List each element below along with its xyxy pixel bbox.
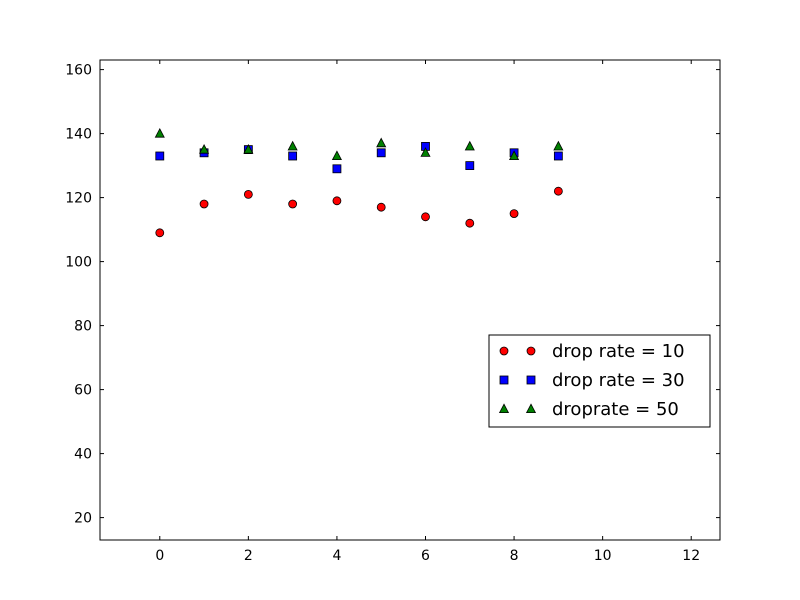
x-tick-label: 0 (155, 548, 164, 564)
data-point (199, 199, 209, 209)
data-point (154, 127, 165, 138)
legend-marker (526, 346, 536, 356)
legend-label: droprate = 50 (552, 399, 679, 420)
y-tick-label: 140 (65, 127, 92, 143)
legend-marker (499, 346, 509, 356)
data-point (553, 186, 563, 196)
ticks-layer: 0 2 4 6 8 10 12 20 40 60 80 100 120 140 160 (65, 60, 720, 564)
data-point (553, 140, 564, 151)
data-point (509, 209, 519, 219)
data-point (332, 164, 342, 174)
series-2 (155, 141, 563, 174)
data-point (376, 202, 386, 212)
data-point (465, 161, 475, 171)
data-point (288, 151, 298, 161)
x-tick-label: 4 (332, 548, 341, 564)
legend-entry: droprate = 50 (498, 399, 679, 420)
x-tick-label: 10 (594, 548, 612, 564)
marks-layer (154, 127, 564, 238)
x-tick-label: 8 (510, 548, 519, 564)
series-3 (154, 127, 564, 161)
data-point (420, 147, 431, 157)
data-point (243, 189, 253, 199)
x-tick-label: 6 (421, 548, 430, 564)
data-point (376, 148, 386, 158)
y-tick-label: 40 (74, 447, 92, 463)
legend-marker (498, 403, 510, 414)
data-point (287, 140, 298, 151)
data-point (376, 137, 387, 148)
data-point (509, 150, 520, 161)
data-point (464, 140, 475, 151)
y-tick-label: 80 (74, 319, 92, 335)
legend-marker (526, 375, 536, 385)
data-point (155, 228, 165, 238)
plot-area-frame (99, 59, 721, 541)
data-point (331, 150, 342, 161)
legend-entry: drop rate = 10 (499, 341, 685, 362)
legend-entry: drop rate = 30 (499, 370, 685, 391)
y-tick-label: 100 (65, 255, 92, 271)
legend-marker (525, 403, 537, 414)
series-1 (155, 186, 563, 238)
y-tick-label: 120 (65, 191, 92, 207)
legend-label: drop rate = 10 (552, 341, 685, 362)
y-tick-label: 20 (74, 511, 92, 527)
legend-marker (499, 375, 509, 385)
legend-label: drop rate = 30 (552, 370, 685, 391)
data-point (332, 196, 342, 206)
data-point (155, 151, 165, 161)
x-tick-label: 2 (244, 548, 253, 564)
data-point (553, 151, 563, 161)
legend-box (488, 334, 711, 428)
y-tick-label: 160 (65, 63, 92, 79)
data-point (465, 218, 475, 228)
data-point (288, 199, 298, 209)
x-tick-label: 12 (682, 548, 700, 564)
data-point (199, 143, 210, 154)
data-point (421, 212, 430, 222)
data-point (243, 143, 254, 154)
legend: drop rate = 10 drop rate = 30 droprate = 5… (488, 334, 711, 428)
y-tick-label: 60 (74, 383, 92, 399)
